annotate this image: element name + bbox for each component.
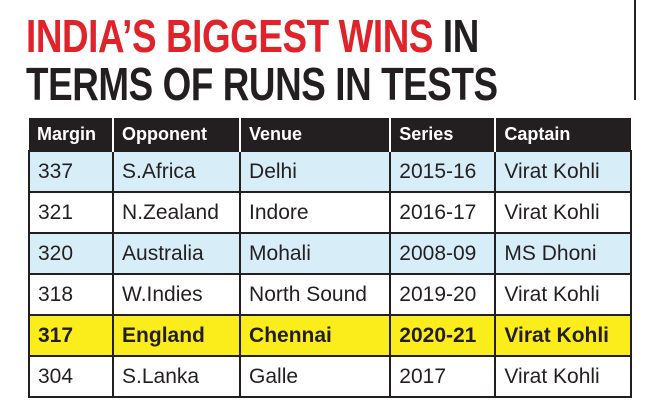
table: Margin Opponent Venue Series Captain 337 S.Af… <box>27 118 632 398</box>
table-cell: Virat Kohli <box>494 273 632 316</box>
table-row: 318 W.Indies North Sound 2019-20 Virat Kohli <box>27 273 632 316</box>
table-cell: 2019-20 <box>389 273 497 316</box>
table-cell: 2017 <box>389 355 497 398</box>
table-cell: 2016-17 <box>389 191 497 234</box>
table-cell: Australia <box>112 232 242 275</box>
table-cell: 318 <box>27 273 115 316</box>
header-cell: Opponent <box>112 118 241 151</box>
table-cell: 2020-21 <box>389 314 497 357</box>
table-cell: Virat Kohli <box>494 355 632 398</box>
table-cell: England <box>112 314 242 357</box>
table-cell: Virat Kohli <box>494 191 632 234</box>
table-cell: W.Indies <box>112 273 242 316</box>
table-cell: 320 <box>27 232 115 275</box>
title-rest: IN <box>442 10 479 62</box>
table-cell: S.Lanka <box>112 355 242 398</box>
table-cell: N.Zealand <box>112 191 242 234</box>
table-cell: MS Dhoni <box>494 232 632 275</box>
table-body: 337 S.Africa Delhi 2015-16 Virat Kohli 321 N.Z… <box>27 150 632 398</box>
table-row: 321 N.Zealand Indore 2016-17 Virat Kohli <box>27 191 632 234</box>
table-cell: Virat Kohli <box>494 314 632 357</box>
table-cell: 304 <box>27 355 115 398</box>
table-cell: 2008-09 <box>389 232 497 275</box>
title-line: TERMS OF RUNS IN TESTS <box>26 58 498 110</box>
title-line: INDIA’S BIGGEST WINS IN <box>26 12 479 60</box>
table-row: 320 Australia Mohali 2008-09 MS Dhoni <box>27 232 632 275</box>
header-cell: Margin <box>29 118 114 151</box>
header-row: Margin Opponent Venue Series Captain <box>29 118 631 151</box>
table-cell: 337 <box>27 150 115 193</box>
title-highlight: INDIA’S BIGGEST WINS <box>26 10 434 62</box>
table-row: 304 S.Lanka Galle 2017 Virat Kohli <box>27 355 632 398</box>
table-cell: Delhi <box>239 150 392 193</box>
table-cell: 2015-16 <box>389 150 497 193</box>
table-cell: S.Africa <box>112 150 242 193</box>
table-cell: 317 <box>27 314 115 357</box>
table-cell: Chennai <box>239 314 392 357</box>
table-cell: North Sound <box>239 273 392 316</box>
table-cell: Galle <box>239 355 392 398</box>
table-row: 317 England Chennai 2020-21 Virat Kohli <box>27 314 632 357</box>
divider <box>634 0 636 100</box>
table-cell: 321 <box>27 191 115 234</box>
header-cell: Venue <box>239 118 391 151</box>
table-row: 337 S.Africa Delhi 2015-16 Virat Kohli <box>27 150 632 193</box>
header-cell: Captain <box>494 118 631 151</box>
table-cell: Indore <box>239 191 392 234</box>
table-cell: Mohali <box>239 232 392 275</box>
table-cell: Virat Kohli <box>494 150 632 193</box>
header-cell: Series <box>389 118 496 151</box>
